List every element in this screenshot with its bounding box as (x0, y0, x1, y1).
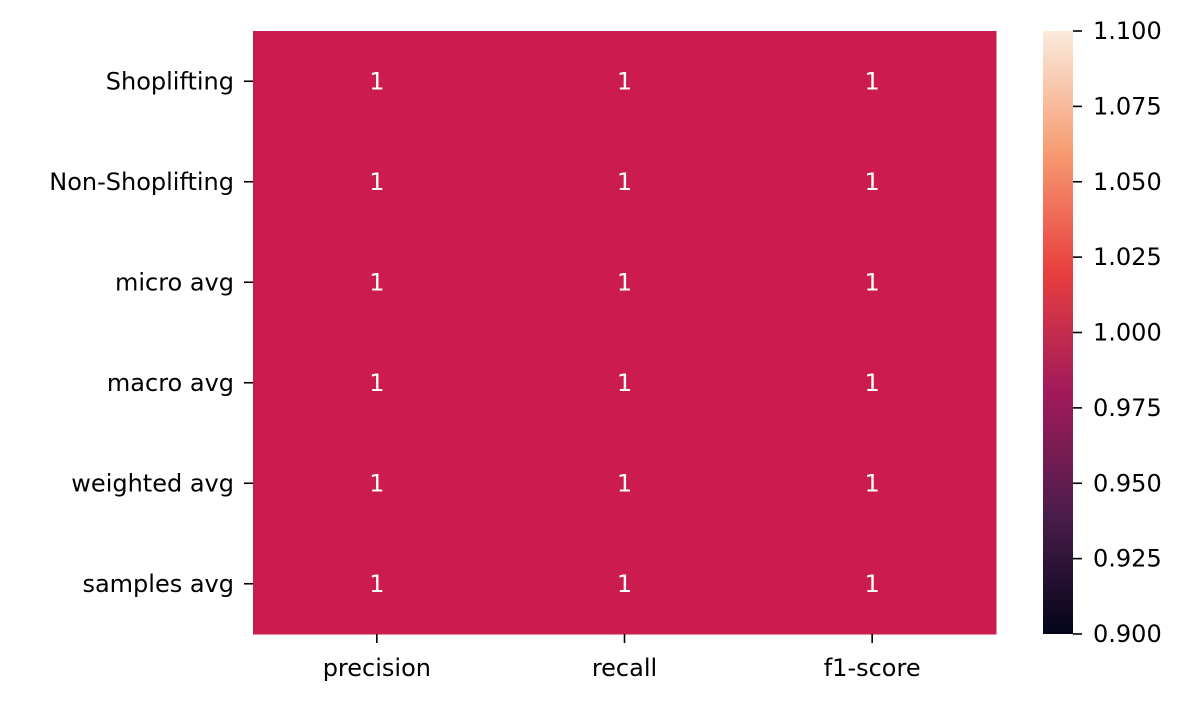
y-tick-label: Shoplifting (106, 67, 234, 95)
y-axis: Shoplifting Non-Shoplifting micro avg macro… (49, 67, 253, 598)
colorbar-tick-label: 1.100 (1093, 17, 1162, 45)
y-tick-label: samples avg (82, 570, 234, 598)
cell-annotation: 1 (369, 268, 384, 296)
heatmap-cell (253, 31, 502, 132)
cell-annotation: 1 (865, 369, 880, 397)
heatmap-cell (253, 433, 502, 534)
colorbar-tick-label: 1.025 (1093, 243, 1162, 271)
heatmap-cell (748, 533, 997, 635)
heatmap-cell (500, 433, 749, 534)
heatmap-cell (748, 131, 997, 233)
heatmap-cells: 1 1 1 1 1 1 1 1 1 1 1 1 1 1 1 1 1 1 (253, 31, 997, 635)
heatmap-cell (500, 232, 749, 333)
cell-annotation: 1 (617, 469, 632, 497)
heatmap-cell (253, 533, 502, 635)
colorbar-tick-label: 0.925 (1093, 545, 1162, 573)
heatmap-cell (748, 332, 997, 434)
cell-annotation: 1 (617, 369, 632, 397)
cell-annotation: 1 (369, 67, 384, 95)
cell-annotation: 1 (865, 570, 880, 598)
heatmap-cell (748, 31, 997, 132)
heatmap-cell (253, 332, 502, 434)
cell-annotation: 1 (865, 469, 880, 497)
cell-annotation: 1 (369, 469, 384, 497)
heatmap-cell (500, 31, 749, 132)
heatmap-cell (500, 533, 749, 635)
y-tick-label: macro avg (107, 369, 234, 397)
colorbar-gradient (1043, 31, 1073, 634)
x-tick-label: recall (592, 654, 657, 682)
heatmap-cell (253, 131, 502, 233)
colorbar-tick-label: 1.075 (1093, 92, 1162, 120)
colorbar-tick-label: 0.950 (1093, 469, 1162, 497)
cell-annotation: 1 (369, 369, 384, 397)
y-tick-label: Non-Shoplifting (49, 168, 234, 196)
cell-annotation: 1 (369, 168, 384, 196)
cell-annotation: 1 (617, 67, 632, 95)
cell-annotation: 1 (865, 67, 880, 95)
cell-annotation: 1 (617, 268, 632, 296)
cell-annotation: 1 (617, 570, 632, 598)
heatmap-cell (253, 232, 502, 333)
y-tick-label: micro avg (115, 268, 234, 296)
cell-annotation: 1 (617, 168, 632, 196)
colorbar-tick-label: 1.050 (1093, 168, 1162, 196)
heatmap-cell (748, 232, 997, 333)
cell-annotation: 1 (865, 168, 880, 196)
x-tick-label: f1-score (824, 654, 921, 682)
colorbar-tick-label: 0.900 (1093, 620, 1162, 648)
colorbar: 0.900 0.925 0.950 0.975 1.000 1.025 1.050 1.075… (1043, 17, 1162, 648)
x-axis: precision recall f1-score (323, 634, 921, 682)
y-tick-label: weighted avg (71, 469, 234, 497)
heatmap-cell (500, 131, 749, 233)
colorbar-tick-label: 1.000 (1093, 319, 1162, 347)
cell-annotation: 1 (369, 570, 384, 598)
heatmap-cell (500, 332, 749, 434)
x-tick-label: precision (323, 654, 431, 682)
cell-annotation: 1 (865, 268, 880, 296)
colorbar-tick-label: 0.975 (1093, 394, 1162, 422)
heatmap-cell (748, 433, 997, 534)
